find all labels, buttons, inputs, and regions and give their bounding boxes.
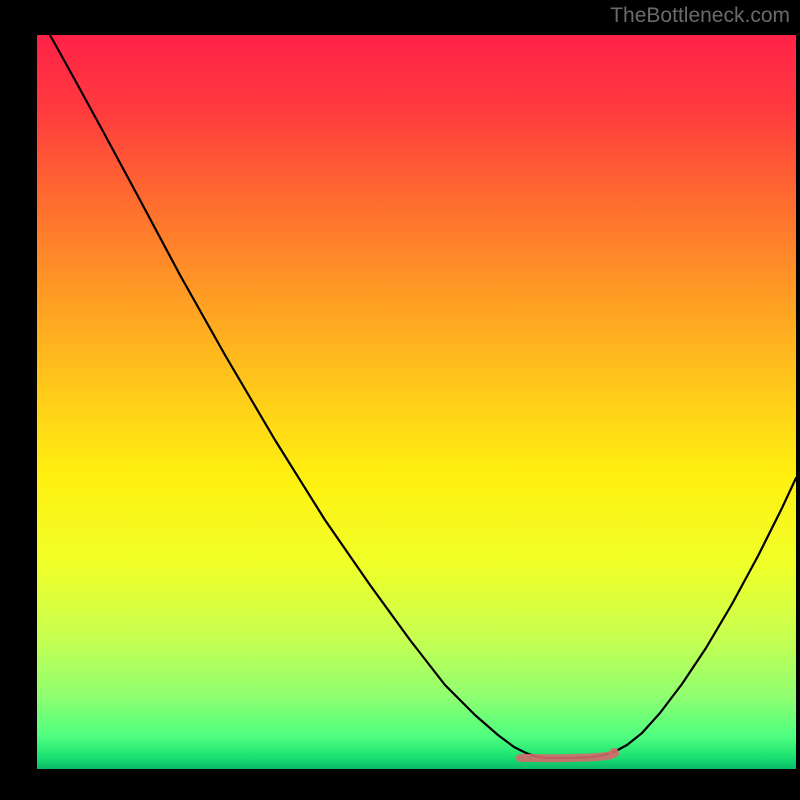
optimal-range-end-dot <box>609 748 619 758</box>
chart-stage: TheBottleneck.com <box>0 0 800 800</box>
chart-canvas <box>0 0 800 800</box>
optimal-range-marker <box>520 756 610 759</box>
plot-area <box>37 35 796 769</box>
